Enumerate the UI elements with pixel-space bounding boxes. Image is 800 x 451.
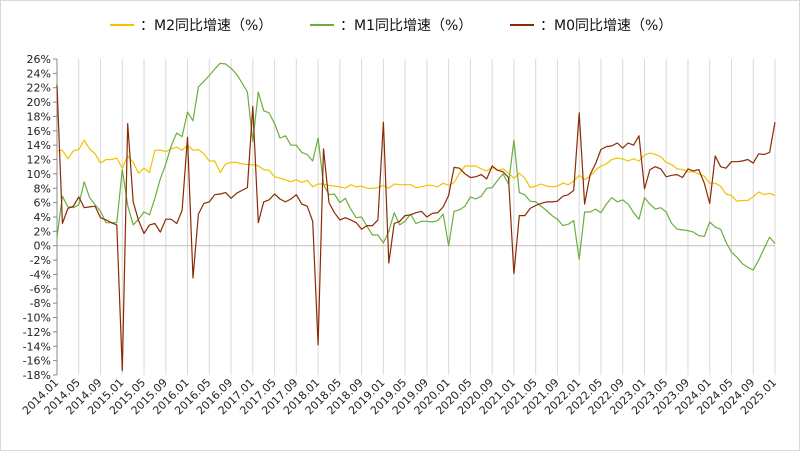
y-tick-label: 16% bbox=[27, 125, 51, 138]
y-tick-label: 22% bbox=[27, 82, 51, 95]
y-tick-label: 24% bbox=[27, 67, 51, 80]
y-tick-label: -14% bbox=[23, 340, 51, 353]
legend-label-2: ：M0同比增速（%） bbox=[540, 18, 672, 34]
y-tick-label: -4% bbox=[30, 268, 51, 281]
y-tick-label: -2% bbox=[30, 254, 51, 267]
y-tick-label: 12% bbox=[27, 154, 51, 167]
y-tick-label: 10% bbox=[27, 168, 51, 181]
series-line-0 bbox=[56, 139, 776, 202]
y-tick-label: 14% bbox=[27, 139, 51, 152]
series-lines bbox=[56, 62, 776, 372]
y-tick-label: -18% bbox=[23, 369, 51, 382]
y-tick-label: 0% bbox=[34, 240, 51, 253]
y-tick-label: 6% bbox=[34, 197, 51, 210]
y-tick-label: 8% bbox=[34, 182, 51, 195]
y-tick-label: 26% bbox=[27, 53, 51, 66]
y-axis-tick-labels: 26%24% 22%20%18% 16%14% 12%10%8% 6%4%2% 0%-2%… bbox=[23, 53, 51, 382]
y-tick-label: 2% bbox=[34, 225, 51, 238]
y-tick-label: 18% bbox=[27, 110, 51, 123]
y-tick-label: 4% bbox=[34, 211, 51, 224]
y-tick-label: -10% bbox=[23, 312, 51, 325]
y-tick-label: -12% bbox=[23, 326, 51, 339]
legend-label-0: ：M2同比增速（%） bbox=[140, 18, 272, 34]
y-tick-label: -6% bbox=[30, 283, 51, 296]
series-line-2 bbox=[56, 84, 776, 372]
y-tick-label: -8% bbox=[30, 297, 51, 310]
legend: ：M2同比增速（%） ：M1同比增速（%） ：M0同比增速（%） bbox=[110, 18, 672, 34]
axes bbox=[53, 58, 775, 376]
series-line-1 bbox=[56, 62, 776, 271]
legend-label-1: ：M1同比增速（%） bbox=[340, 18, 472, 34]
y-tick-label: -16% bbox=[23, 355, 51, 368]
y-tick-label: 20% bbox=[27, 96, 51, 109]
